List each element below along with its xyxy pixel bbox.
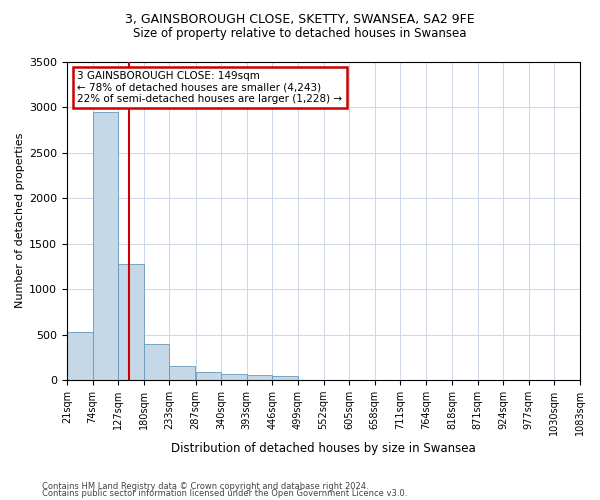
Y-axis label: Number of detached properties: Number of detached properties: [15, 133, 25, 308]
Bar: [221, 374, 247, 380]
Text: Contains HM Land Registry data © Crown copyright and database right 2024.: Contains HM Land Registry data © Crown c…: [42, 482, 368, 491]
Bar: [118, 264, 144, 380]
Bar: [196, 372, 221, 380]
Bar: [67, 332, 92, 380]
Bar: [144, 344, 169, 380]
Text: Size of property relative to detached houses in Swansea: Size of property relative to detached ho…: [133, 28, 467, 40]
Text: 3, GAINSBOROUGH CLOSE, SKETTY, SWANSEA, SA2 9FE: 3, GAINSBOROUGH CLOSE, SKETTY, SWANSEA, …: [125, 12, 475, 26]
Bar: [247, 375, 272, 380]
Text: 3 GAINSBOROUGH CLOSE: 149sqm
← 78% of detached houses are smaller (4,243)
22% of: 3 GAINSBOROUGH CLOSE: 149sqm ← 78% of de…: [77, 71, 343, 104]
Bar: [169, 366, 195, 380]
X-axis label: Distribution of detached houses by size in Swansea: Distribution of detached houses by size …: [171, 442, 476, 455]
Bar: [272, 376, 298, 380]
Text: Contains public sector information licensed under the Open Government Licence v3: Contains public sector information licen…: [42, 489, 407, 498]
Bar: [92, 112, 118, 380]
